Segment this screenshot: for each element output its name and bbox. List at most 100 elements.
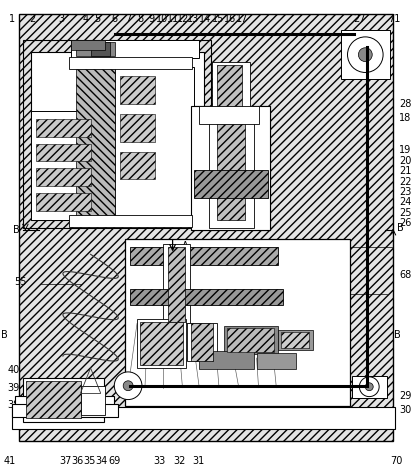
Bar	[140, 322, 183, 365]
Bar	[31, 52, 204, 219]
Text: 6: 6	[111, 14, 117, 24]
Bar	[23, 378, 104, 422]
Polygon shape	[76, 54, 115, 219]
Bar	[216, 65, 241, 108]
Bar	[191, 106, 270, 229]
Text: 10: 10	[156, 14, 168, 24]
Text: 34: 34	[95, 456, 108, 466]
Bar	[81, 386, 105, 415]
Bar	[191, 106, 270, 229]
Text: 70: 70	[389, 456, 402, 466]
Bar	[340, 30, 389, 80]
Text: 38: 38	[8, 400, 20, 410]
Text: 12: 12	[176, 14, 189, 24]
Text: 24: 24	[399, 197, 411, 207]
Bar	[71, 40, 105, 50]
Text: 9: 9	[147, 14, 154, 24]
Bar	[36, 119, 90, 137]
Text: 11: 11	[166, 14, 178, 24]
Text: 26: 26	[399, 219, 411, 228]
Text: 37: 37	[59, 456, 71, 466]
Text: 55: 55	[14, 276, 26, 286]
Text: 27: 27	[353, 14, 365, 24]
Bar	[137, 318, 186, 368]
Text: 30: 30	[399, 405, 411, 414]
Text: 20: 20	[399, 155, 411, 166]
Text: B: B	[394, 330, 400, 340]
Circle shape	[123, 381, 133, 390]
Text: 14: 14	[199, 14, 211, 24]
Text: 4: 4	[82, 14, 88, 24]
Bar	[69, 215, 192, 227]
Bar	[36, 144, 90, 162]
Text: B: B	[396, 223, 403, 233]
Text: B: B	[1, 330, 8, 340]
Text: 1: 1	[9, 14, 15, 24]
Bar	[115, 66, 194, 219]
Bar	[209, 109, 253, 227]
Bar	[12, 404, 118, 417]
Circle shape	[358, 377, 378, 397]
Text: 40: 40	[8, 365, 20, 375]
Text: 41: 41	[4, 456, 16, 466]
Bar	[351, 376, 386, 398]
Bar	[167, 247, 185, 322]
Bar	[130, 289, 282, 305]
Text: A: A	[181, 242, 188, 252]
Bar	[216, 116, 244, 219]
Bar	[130, 247, 278, 265]
Bar	[199, 106, 258, 124]
Text: 28: 28	[399, 99, 411, 109]
Text: 13: 13	[187, 14, 199, 24]
Text: 16: 16	[223, 14, 235, 24]
Text: 22: 22	[399, 177, 411, 187]
Bar	[71, 40, 199, 57]
Circle shape	[364, 383, 372, 390]
Text: 25: 25	[399, 208, 411, 218]
Text: 5: 5	[95, 14, 101, 24]
Bar	[15, 396, 114, 406]
Text: 8: 8	[138, 14, 143, 24]
Bar	[191, 324, 213, 361]
Bar	[12, 407, 394, 429]
Text: 21: 21	[399, 166, 411, 176]
Bar	[211, 62, 249, 111]
Bar	[69, 57, 192, 68]
Text: 18: 18	[399, 113, 411, 123]
Bar	[36, 168, 90, 186]
Bar	[199, 351, 253, 369]
Bar	[23, 40, 211, 227]
Text: 2: 2	[29, 14, 36, 24]
Bar	[125, 239, 350, 406]
Bar	[36, 193, 90, 211]
Bar	[162, 244, 190, 324]
Text: 7: 7	[125, 14, 131, 24]
Text: 68: 68	[399, 269, 411, 280]
Text: 31: 31	[192, 456, 204, 466]
Text: 33: 33	[153, 456, 165, 466]
Bar	[278, 330, 312, 350]
Text: 69: 69	[108, 456, 120, 466]
Bar	[194, 171, 268, 198]
Bar	[31, 111, 98, 219]
Bar	[26, 381, 81, 418]
Text: 39: 39	[8, 383, 20, 393]
Bar	[280, 333, 308, 348]
Circle shape	[347, 37, 382, 73]
Text: 29: 29	[399, 390, 411, 401]
Text: 17: 17	[235, 14, 248, 24]
Text: B: B	[13, 225, 19, 235]
Bar	[223, 326, 278, 354]
Bar	[256, 353, 295, 369]
Circle shape	[114, 372, 142, 399]
Text: 36: 36	[71, 456, 83, 466]
Text: 23: 23	[399, 187, 411, 197]
Bar	[226, 328, 274, 352]
Text: 32: 32	[173, 456, 185, 466]
Text: 71: 71	[387, 14, 400, 24]
Bar	[120, 114, 154, 142]
Bar	[90, 42, 110, 56]
Text: 35: 35	[83, 456, 95, 466]
Bar	[76, 42, 115, 56]
Text: 3: 3	[58, 14, 64, 24]
